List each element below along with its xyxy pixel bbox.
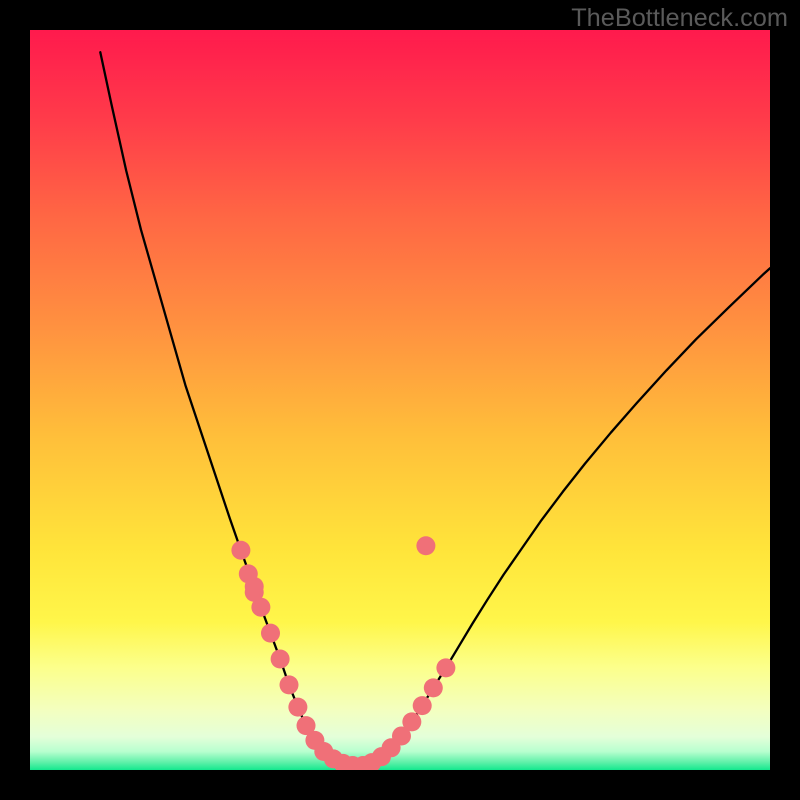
data-marker [288,698,307,717]
data-marker [424,678,443,697]
data-marker [251,598,270,617]
data-marker [416,536,435,555]
figure-container: TheBottleneck.com [0,0,800,800]
data-marker [231,541,250,560]
gradient-background [30,30,770,770]
data-marker [402,712,421,731]
bottleneck-curve-chart [0,0,800,800]
data-marker [413,696,432,715]
data-marker [245,577,264,596]
data-marker [436,658,455,677]
data-marker [280,675,299,694]
data-marker [271,650,290,669]
watermark-text: TheBottleneck.com [571,4,788,33]
data-marker [261,624,280,643]
